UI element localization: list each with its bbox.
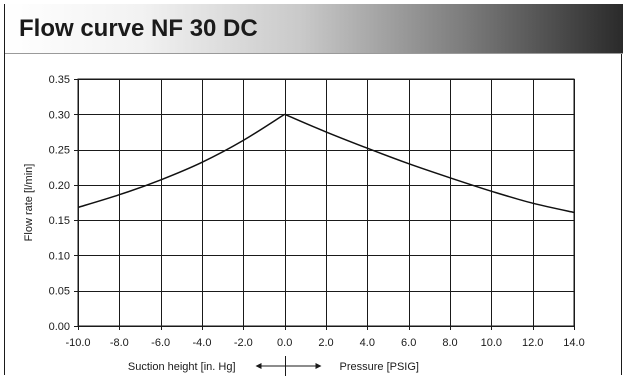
x-tick-label: -8.0 bbox=[110, 337, 129, 349]
arrow-left-icon bbox=[255, 363, 262, 369]
y-tick-label: 0.20 bbox=[49, 180, 70, 192]
flow-curve-pressure-line bbox=[284, 113, 575, 214]
chart-title: Flow curve NF 30 DC bbox=[19, 15, 258, 42]
y-tick-label: 0.00 bbox=[49, 321, 70, 333]
y-tick-label: 0.10 bbox=[49, 250, 70, 262]
flow-curve-suction-line bbox=[77, 113, 286, 209]
x-axis-label-suction: Suction height [in. Hg] bbox=[128, 361, 236, 373]
x-tick-label: 6.0 bbox=[401, 337, 416, 349]
x-tick-label: -6.0 bbox=[151, 337, 170, 349]
y-tick-label: 0.25 bbox=[49, 145, 70, 157]
x-axis-label-pressure: Pressure [PSIG] bbox=[340, 361, 419, 373]
x-tick-label: 0.0 bbox=[277, 337, 292, 349]
y-tick-label: 0.05 bbox=[49, 286, 70, 298]
x-tick-label: 2.0 bbox=[318, 337, 333, 349]
x-tick-label: -10.0 bbox=[65, 337, 90, 349]
x-tick-label: -2.0 bbox=[234, 337, 253, 349]
y-tick-label: 0.35 bbox=[49, 74, 70, 86]
y-tick-label: 0.15 bbox=[49, 215, 70, 227]
x-tick-label: 12.0 bbox=[522, 337, 543, 349]
x-tick-label: 14.0 bbox=[563, 337, 584, 349]
y-tick-label: 0.30 bbox=[49, 109, 70, 121]
x-tick-label: 4.0 bbox=[360, 337, 375, 349]
x-tick-label: 10.0 bbox=[481, 337, 502, 349]
arrow-right-icon bbox=[315, 363, 322, 369]
x-tick-label: -4.0 bbox=[193, 337, 212, 349]
y-axis-label: Flow rate [l/min] bbox=[23, 164, 35, 242]
x-tick-label: 8.0 bbox=[442, 337, 457, 349]
title-banner: Flow curve NF 30 DC bbox=[5, 4, 623, 54]
chart-frame: Flow curve NF 30 DC bbox=[4, 4, 623, 375]
